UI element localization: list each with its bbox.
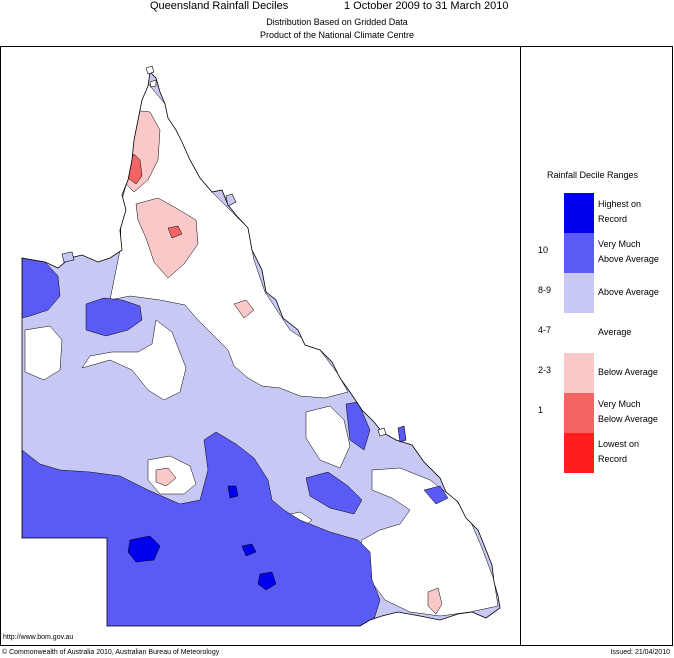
island-east-1 bbox=[397, 425, 407, 443]
decile-average-east bbox=[305, 405, 351, 469]
island-east-3 bbox=[225, 193, 237, 207]
legend-label-line: Below Average bbox=[598, 367, 658, 377]
legend-swatch bbox=[564, 273, 594, 313]
decile-very-much-above-average-west bbox=[22, 257, 61, 319]
legend-label: Highest on Record bbox=[598, 197, 673, 227]
legend-label-line: Average bbox=[598, 327, 632, 337]
legend-range: 4-7 bbox=[538, 325, 552, 335]
legend-label-line: Record bbox=[598, 454, 628, 464]
map-frame bbox=[0, 46, 673, 646]
legend-swatch bbox=[564, 193, 594, 233]
legend-label: Average bbox=[598, 325, 673, 340]
legend-label: Very Much Below Average bbox=[598, 397, 673, 427]
decile-highest-on-record-1 bbox=[127, 535, 161, 563]
legend-title: Rainfall Decile Ranges bbox=[547, 170, 639, 180]
legend-label-line: Above Average bbox=[598, 254, 659, 264]
legend-label-line: Very Much bbox=[598, 239, 641, 249]
legend-range: 1 bbox=[538, 405, 544, 415]
map-subtitle: Distribution Based on Gridded Data bbox=[266, 17, 408, 27]
decile-very-much-above-average-coast bbox=[345, 401, 371, 451]
legend-swatch bbox=[564, 233, 594, 273]
legend-label-line: Record bbox=[598, 214, 628, 224]
decile-very-much-below-average-inland bbox=[167, 225, 183, 239]
legend-label: Lowest on Record bbox=[598, 437, 673, 467]
legend-swatch bbox=[564, 313, 594, 353]
legend-swatch bbox=[564, 393, 594, 433]
legend-label: Below Average bbox=[598, 365, 673, 380]
decile-very-much-above-average-coast2 bbox=[423, 485, 449, 505]
decile-average-west bbox=[24, 325, 63, 381]
decile-below-average-small-1 bbox=[233, 299, 255, 319]
island-gulf bbox=[61, 251, 75, 263]
decile-below-average-cape-south bbox=[135, 197, 199, 279]
source-url[interactable]: http://www.bom.gov.au bbox=[3, 634, 74, 641]
map-credit: Product of the National Climate Centre bbox=[259, 30, 415, 40]
queensland-map bbox=[21, 65, 501, 627]
issued-date: Issued: 21/04/2010 bbox=[610, 649, 670, 656]
legend-label: Above Average bbox=[598, 285, 673, 300]
legend-swatch bbox=[564, 353, 594, 393]
legend-swatch bbox=[564, 433, 594, 473]
map-period: 1 October 2009 to 31 March 2010 bbox=[344, 0, 509, 12]
legend-divider bbox=[520, 46, 521, 646]
decile-average-central-west bbox=[81, 319, 187, 401]
decile-highest-on-record-2 bbox=[257, 571, 277, 591]
decile-very-much-above-average-east bbox=[305, 471, 363, 515]
legend-range: 2-3 bbox=[538, 365, 552, 375]
legend-range: 10 bbox=[538, 245, 549, 255]
decile-very-much-above-average-north-west bbox=[85, 297, 143, 337]
legend-label: Very Much Above Average bbox=[598, 237, 673, 267]
header: Queensland Rainfall Deciles 1 October 20… bbox=[0, 0, 674, 14]
decile-highest-on-record-4 bbox=[241, 543, 257, 557]
legend-label-line: Below Average bbox=[598, 414, 658, 424]
legend-range: 8-9 bbox=[538, 285, 552, 295]
map-title: Queensland Rainfall Deciles bbox=[150, 0, 289, 12]
copyright-text: © Commonwealth of Australia 2010, Austra… bbox=[2, 649, 220, 656]
legend-label-line: Highest on bbox=[598, 199, 642, 209]
legend-label-line: Very Much bbox=[598, 399, 641, 409]
decile-below-average-small-2 bbox=[155, 467, 177, 487]
island-east-2 bbox=[377, 427, 387, 437]
legend-label-line: Lowest on bbox=[598, 439, 640, 449]
legend-label-line: Above Average bbox=[598, 287, 659, 297]
queensland-outline bbox=[21, 71, 501, 627]
island-north-2 bbox=[149, 79, 157, 88]
decile-below-average-southeast bbox=[427, 587, 443, 615]
island-north-1 bbox=[145, 65, 155, 75]
decile-very-much-above-average-southwest bbox=[22, 431, 381, 626]
decile-highest-on-record-3 bbox=[227, 485, 239, 499]
